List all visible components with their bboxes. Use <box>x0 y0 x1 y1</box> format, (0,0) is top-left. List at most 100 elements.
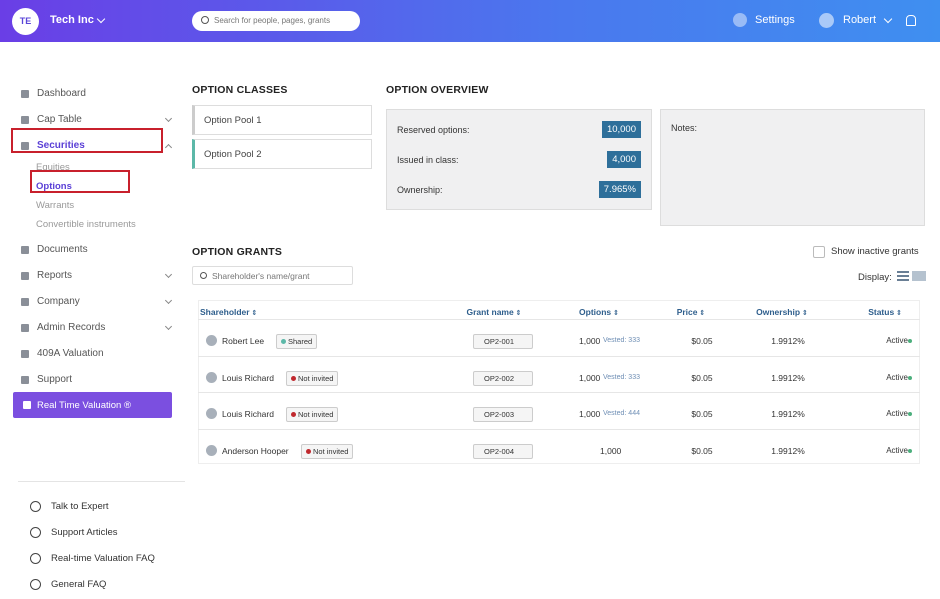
nav-subitem[interactable]: Convertible instruments <box>36 219 136 230</box>
footer-link[interactable]: Support Articles <box>51 527 118 538</box>
invite-status: Not invited <box>301 443 354 459</box>
option-class[interactable]: Option Pool 1 <box>192 105 372 135</box>
column-header[interactable]: Options ⇕ <box>579 307 619 317</box>
ownership: 1.9912% <box>771 445 805 456</box>
options: 1,000 <box>600 445 622 456</box>
price: $0.05 <box>691 409 713 419</box>
company-name[interactable]: Tech Inc <box>50 14 94 26</box>
nav-item[interactable]: Support <box>37 374 73 385</box>
column-header[interactable]: Status ⇕ <box>868 307 902 317</box>
settings-icon[interactable] <box>733 13 747 27</box>
grid-view-icon[interactable] <box>912 271 926 281</box>
grant-name[interactable]: OP2-001 <box>473 334 533 349</box>
options: 1,000 <box>579 372 601 383</box>
badge-text: Not invited <box>313 446 349 456</box>
section-title: OPTION CLASSES <box>192 84 288 96</box>
options: 1,000 <box>579 409 601 419</box>
column-header[interactable]: Grant name ⇕ <box>466 307 522 317</box>
nav-item[interactable]: Documents <box>37 244 88 255</box>
avatar <box>206 444 217 456</box>
settings-link[interactable]: Settings <box>755 14 795 26</box>
shareholder-name[interactable]: Robert Lee <box>222 336 265 346</box>
overview-panel: Reserved options: 10,000 Issued in class: 4… <box>386 109 652 210</box>
ownership: 1.9912% <box>771 409 805 419</box>
grant-name[interactable]: OP2-002 <box>473 370 533 386</box>
shareholder-name[interactable]: Louis Richard <box>222 409 274 419</box>
nav-subitem[interactable]: Equities <box>36 162 70 173</box>
nav-icon <box>21 272 29 280</box>
vested: Vested: 333 <box>603 337 640 344</box>
grant-name[interactable]: OP2-003 <box>473 407 533 422</box>
list-view-icon[interactable] <box>897 271 909 281</box>
nav-chevron <box>164 114 173 123</box>
row-divider <box>198 392 920 393</box>
nav-icon <box>21 350 29 358</box>
section-title: OPTION GRANTS <box>192 246 283 258</box>
nav-icon <box>21 142 29 150</box>
overview-value: 4,000 <box>607 151 641 168</box>
vested: Vested: 333 <box>603 373 640 381</box>
nav-item[interactable]: Company <box>37 296 80 307</box>
cta-button[interactable]: Real Time Valuation ® <box>13 392 172 418</box>
nav-icon <box>21 116 29 124</box>
nav-item[interactable]: Reports <box>37 270 73 281</box>
grant-name[interactable]: OP2-004 <box>473 443 533 459</box>
nav-subitem[interactable]: Options <box>36 181 72 192</box>
company-logo[interactable]: TE <box>12 8 39 35</box>
cta-icon <box>23 401 31 409</box>
search-box[interactable]: Search for people, pages, grants <box>192 11 360 31</box>
shareholder-name[interactable]: Louis Richard <box>222 372 274 383</box>
search-icon <box>200 272 207 279</box>
nav-item[interactable]: Securities <box>37 140 85 151</box>
shareholder-name[interactable]: Anderson Hooper <box>222 445 289 456</box>
nav-item[interactable]: Dashboard <box>37 88 86 99</box>
invite-status: Shared <box>276 334 318 349</box>
price: $0.05 <box>691 445 713 456</box>
nav-icon <box>21 298 29 306</box>
footer-icon <box>30 527 41 538</box>
nav-item[interactable]: Cap Table <box>37 114 82 125</box>
checkbox[interactable] <box>813 246 825 258</box>
ownership: 1.9912% <box>771 336 805 346</box>
nav-item[interactable]: Admin Records <box>37 322 106 333</box>
grants-table <box>198 300 920 464</box>
footer-link[interactable]: General FAQ <box>51 579 107 590</box>
status: Active <box>886 336 908 345</box>
badge-text: Not invited <box>298 373 334 383</box>
column-header[interactable]: Ownership ⇕ <box>756 307 808 317</box>
option-class[interactable]: Option Pool 2 <box>192 139 372 169</box>
nav-icon <box>21 90 29 98</box>
user-avatar[interactable] <box>819 13 834 28</box>
nav-chevron <box>164 270 173 279</box>
nav-chevron <box>164 322 173 331</box>
search-placeholder: Shareholder's name/grant <box>212 271 310 281</box>
status-dot <box>908 412 912 416</box>
price: $0.05 <box>691 336 713 346</box>
status-dot <box>908 375 912 380</box>
highlight-box <box>11 128 163 153</box>
nav-subitem[interactable]: Warrants <box>36 200 75 211</box>
column-header[interactable]: Price ⇕ <box>676 307 706 317</box>
option-class-name: Option Pool 1 <box>204 115 262 126</box>
nav-item[interactable]: 409A Valuation <box>37 348 104 359</box>
grant-search[interactable]: Shareholder's name/grant <box>192 266 353 285</box>
footer-link[interactable]: Real-time Valuation FAQ <box>51 553 155 564</box>
footer-link[interactable]: Talk to Expert <box>51 501 109 512</box>
cta-label: Real Time Valuation ® <box>37 400 131 411</box>
overview-label: Ownership: <box>397 185 443 195</box>
overview-value: 7.965% <box>598 181 641 198</box>
bell-icon[interactable] <box>906 15 916 26</box>
avatar <box>206 335 217 346</box>
checkbox-label[interactable]: Show inactive grants <box>831 246 919 257</box>
notes-label: Notes: <box>671 123 698 133</box>
overview-label: Reserved options: <box>397 125 470 135</box>
nav-icon <box>21 246 29 254</box>
notes-panel: Notes: <box>660 109 925 226</box>
badge-text: Not invited <box>298 410 334 419</box>
option-class-name: Option Pool 2 <box>204 149 262 160</box>
highlight-box <box>30 170 130 193</box>
column-header[interactable]: Shareholder ⇕ <box>200 307 258 317</box>
user-name[interactable]: Robert <box>843 14 877 26</box>
header-bar <box>0 0 940 42</box>
